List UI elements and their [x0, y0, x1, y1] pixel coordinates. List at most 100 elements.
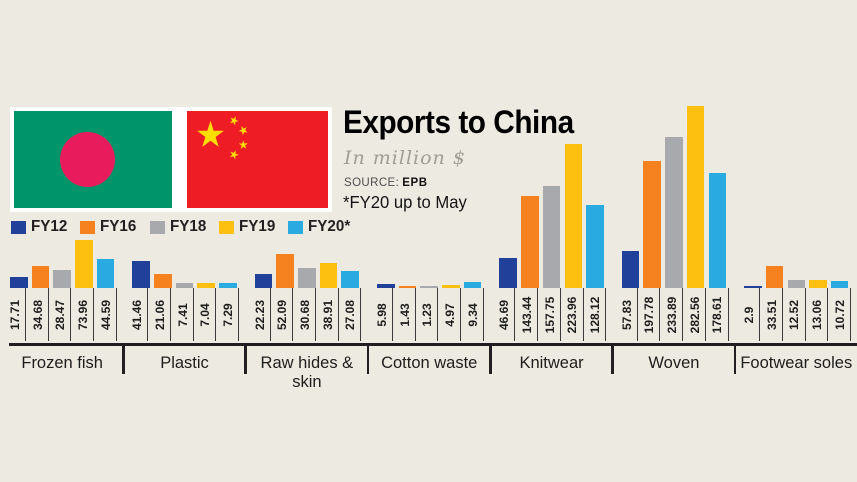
- bar-value-label: 197.78: [642, 296, 657, 333]
- bar: [564, 143, 582, 288]
- source-label: SOURCE:: [344, 177, 400, 189]
- legend-swatch-icon: [149, 220, 165, 234]
- value-label-cell: 128.12: [588, 288, 607, 341]
- value-label-cell: 33.51: [764, 288, 783, 341]
- bar: [643, 160, 661, 288]
- bar: [665, 137, 683, 288]
- value-label-cell: 12.52: [787, 288, 806, 341]
- bar: [197, 283, 215, 288]
- bar-group: [735, 106, 857, 288]
- bar: [132, 261, 150, 288]
- value-label-group: 17.71 34.68 28.47 73.96 44.59: [1, 288, 123, 341]
- x-axis-line: [9, 343, 857, 346]
- value-label-group: 46.69 143.44 157.75 223.96 128.12: [490, 288, 612, 341]
- bar: [219, 283, 237, 288]
- legend-item: FY12: [11, 218, 69, 236]
- bar-value-label: 1.43: [397, 302, 412, 327]
- bar-value-label: 30.68: [297, 299, 312, 330]
- bar: [765, 266, 784, 288]
- legend-label: FY18: [169, 218, 206, 235]
- bar: [398, 286, 417, 288]
- category-label: Woven: [648, 354, 700, 372]
- value-label-cell: 2.9: [742, 288, 761, 341]
- source-line: SOURCE: EPB: [344, 177, 428, 189]
- chart-subtitle: In million $: [344, 147, 466, 169]
- bar-value-label: 178.61: [710, 296, 725, 333]
- bar-value-label: 143.44: [519, 296, 534, 333]
- legend-item: FY20*: [288, 218, 352, 236]
- bar-value-label: 57.83: [619, 299, 634, 330]
- bar: [276, 254, 294, 288]
- value-label-cell: 38.91: [320, 288, 339, 341]
- value-label-cell: 223.96: [565, 288, 584, 341]
- legend-swatch-icon: [80, 220, 96, 234]
- bar: [686, 106, 705, 288]
- legend-label: FY12: [31, 218, 68, 235]
- legend-item: FY16: [80, 218, 138, 236]
- value-label-cell: 27.08: [343, 288, 362, 341]
- bar: [830, 281, 849, 288]
- bar-value-label: 34.68: [30, 299, 45, 330]
- bar-group: [1, 106, 123, 288]
- category-label: Raw hides & skin: [260, 354, 354, 391]
- bar-value-label: 282.56: [687, 296, 702, 333]
- flags-panel: [10, 107, 332, 212]
- bar: [154, 274, 172, 288]
- value-label-cell: 197.78: [642, 288, 661, 341]
- value-label-cell: 1.23: [420, 288, 439, 341]
- value-label-cell: 1.43: [397, 288, 416, 341]
- bar: [420, 286, 438, 288]
- bar: [787, 279, 806, 288]
- bar-value-label: 28.47: [53, 299, 68, 330]
- value-label-cell: 22.23: [252, 288, 271, 341]
- bar: [75, 240, 93, 288]
- value-label-cell: 34.68: [30, 288, 49, 341]
- value-label-group: 2.9 33.51 12.52 13.06 10.72: [735, 288, 857, 341]
- bar: [542, 186, 561, 288]
- value-label-cell: 143.44: [520, 288, 539, 341]
- category-separator: [489, 343, 492, 374]
- bar-value-label: 73.96: [75, 299, 90, 330]
- bar: [341, 270, 359, 288]
- category-separator: [122, 343, 125, 374]
- bar-value-label: 7.04: [198, 302, 213, 327]
- bar: [10, 276, 28, 288]
- value-label-cell: 44.59: [98, 288, 117, 341]
- value-label-cell: 282.56: [687, 288, 706, 341]
- bar: [377, 284, 395, 288]
- category-label: Footwear soles: [740, 354, 853, 372]
- bar: [254, 273, 273, 288]
- legend-swatch-icon: [288, 220, 303, 234]
- bar: [499, 257, 517, 288]
- legend-label: FY16: [100, 218, 137, 235]
- bar-value-label: 22.23: [252, 299, 267, 330]
- bar-value-label: 7.41: [175, 302, 190, 327]
- value-label-cell: 21.06: [153, 288, 172, 341]
- legend-swatch-icon: [11, 220, 26, 234]
- china-flag-icon: [187, 111, 328, 208]
- bar-value-label: 46.69: [497, 299, 512, 330]
- bar: [96, 259, 115, 288]
- bar-value-label: 157.75: [542, 296, 557, 333]
- value-label-group: 22.23 52.09 30.68 38.91 27.08: [246, 288, 368, 341]
- value-label-cell: 30.68: [298, 288, 317, 341]
- bar: [521, 195, 539, 288]
- bangladesh-flag-icon: [14, 111, 172, 208]
- category-separator: [244, 343, 247, 374]
- value-label-cell: 46.69: [497, 288, 516, 341]
- bar: [442, 284, 460, 288]
- bar-value-label: 7.29: [220, 302, 235, 327]
- value-label-cell: 5.98: [375, 288, 394, 341]
- bar-group: [246, 106, 368, 288]
- value-label-cell: 52.09: [275, 288, 294, 341]
- legend-item: FY19: [218, 218, 277, 236]
- value-label-cell: 233.89: [665, 288, 684, 341]
- category-separator: [611, 343, 615, 374]
- bar-group: [368, 106, 490, 288]
- bar-value-label: 27.08: [343, 299, 358, 330]
- bar: [586, 205, 604, 288]
- source-value: EPB: [402, 177, 428, 189]
- bar: [463, 281, 482, 288]
- legend-item: FY18: [149, 218, 208, 236]
